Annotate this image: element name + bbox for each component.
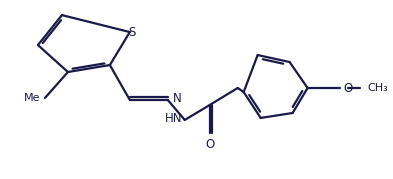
Text: O: O bbox=[343, 81, 353, 95]
Text: N: N bbox=[173, 93, 182, 105]
Text: S: S bbox=[128, 26, 136, 39]
Text: HN: HN bbox=[165, 112, 183, 125]
Text: Me: Me bbox=[24, 93, 40, 103]
Text: CH₃: CH₃ bbox=[367, 83, 388, 93]
Text: O: O bbox=[205, 138, 214, 151]
